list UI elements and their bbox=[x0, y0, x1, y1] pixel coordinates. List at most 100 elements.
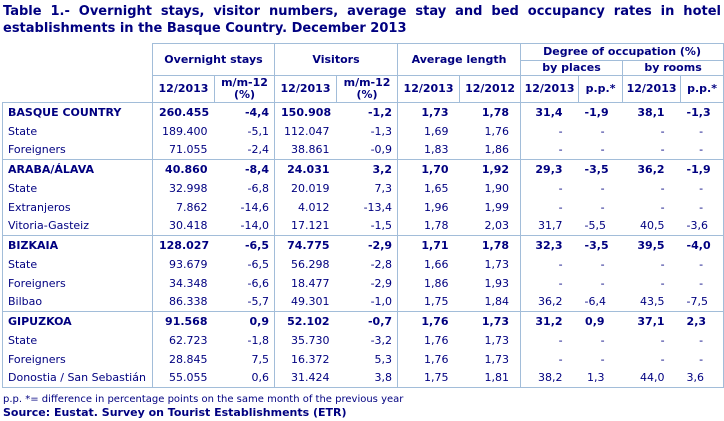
cell: 1,73 bbox=[459, 349, 522, 369]
cell: -5,7 bbox=[214, 292, 276, 312]
cell: 20.019 bbox=[291, 181, 330, 195]
cell: 30.418 bbox=[169, 219, 208, 233]
cell: 0,9 bbox=[578, 311, 623, 331]
table-row: Bilbao 86.338 -5,7 49.301 -1,0 1,75 1,84… bbox=[2, 292, 724, 312]
cell: -0,9 bbox=[336, 140, 399, 160]
cell: 3,6 bbox=[680, 368, 724, 388]
cell: 86.338 bbox=[169, 295, 208, 309]
subcol-header-overnight-period: 12/2013 bbox=[152, 75, 215, 103]
cell: 7,3 bbox=[336, 178, 399, 198]
cell: 1,70 bbox=[397, 159, 460, 179]
table-row: State 62.723 -1,8 35.730 -3,2 1,76 1,73 … bbox=[2, 330, 724, 350]
cell: 91.568 bbox=[152, 311, 215, 331]
cell: - bbox=[680, 197, 724, 217]
cell: -7,5 bbox=[680, 292, 724, 312]
cell: 32,3 bbox=[520, 235, 579, 255]
row-label: Vitoria-Gasteiz bbox=[2, 216, 153, 236]
cell: 1,81 bbox=[459, 368, 522, 388]
row-label: Foreigners bbox=[2, 140, 153, 160]
cell: 37,1 bbox=[622, 311, 681, 331]
cell: 1,73 bbox=[459, 311, 522, 331]
subcol-header-rooms-pp: p.p.* bbox=[680, 75, 724, 103]
cell: - bbox=[660, 352, 665, 366]
cell: 1,3 bbox=[578, 368, 623, 388]
cell: - bbox=[558, 200, 563, 214]
cell: - bbox=[680, 121, 724, 141]
subcol-header-visitors-period: 12/2013 bbox=[274, 75, 338, 103]
cell: - bbox=[600, 276, 605, 290]
cell: 189.400 bbox=[162, 124, 208, 138]
cell: -14,0 bbox=[214, 216, 276, 236]
cell: -5,5 bbox=[584, 219, 607, 233]
table-row: Extranjeros 7.862 -14,6 4.012 -13,4 1,96… bbox=[2, 197, 724, 217]
row-label: Foreigners bbox=[2, 273, 153, 293]
cell: 1,92 bbox=[459, 159, 522, 179]
cell: 36,2 bbox=[622, 159, 681, 179]
cell: 36,2 bbox=[538, 295, 563, 309]
col-header-by-places: by places bbox=[520, 60, 624, 76]
cell: 1,90 bbox=[459, 178, 522, 198]
cell: - bbox=[600, 200, 605, 214]
row-label: GIPUZKOA bbox=[2, 311, 153, 331]
cell: - bbox=[680, 254, 724, 274]
col-header-by-rooms: by rooms bbox=[622, 60, 724, 76]
cell: 4.012 bbox=[298, 200, 330, 214]
row-label: Bilbao bbox=[2, 292, 153, 312]
cell: -3,2 bbox=[336, 330, 399, 350]
row-label: State bbox=[2, 254, 153, 274]
cell: 29,3 bbox=[520, 159, 579, 179]
cell: 1,75 bbox=[397, 368, 460, 388]
table-row: Vitoria-Gasteiz 30.418 -14,0 17.121 -1,5… bbox=[2, 216, 724, 236]
cell: 1,75 bbox=[424, 295, 449, 309]
table-row: State 93.679 -6,5 56.298 -2,8 1,66 1,73 … bbox=[2, 254, 724, 274]
data-table: Overnight stays Visitors Average length … bbox=[2, 43, 724, 388]
subcol-header-rooms-period: 12/2013 bbox=[622, 75, 682, 103]
cell: 1,99 bbox=[459, 197, 522, 217]
cell: - bbox=[680, 330, 724, 350]
cell: - bbox=[600, 124, 605, 138]
cell: 62.723 bbox=[169, 333, 208, 347]
table-header: Overnight stays Visitors Average length … bbox=[3, 43, 724, 103]
cell: - bbox=[558, 124, 563, 138]
cell: 40,5 bbox=[640, 219, 665, 233]
cell: 1,86 bbox=[424, 276, 449, 290]
cell: 1,93 bbox=[459, 273, 522, 293]
cell: -5,1 bbox=[214, 121, 276, 141]
table-row: State 189.400 -5,1 112.047 -1,3 1,69 1,7… bbox=[2, 121, 724, 141]
table-row: ARABA/ÁLAVA 40.860 -8,4 24.031 3,2 1,70 … bbox=[2, 159, 724, 179]
cell: 7.862 bbox=[176, 200, 208, 214]
col-header-average-length: Average length bbox=[397, 43, 522, 76]
cell: 1,78 bbox=[424, 219, 449, 233]
cell: 2,3 bbox=[680, 311, 724, 331]
cell: -1,9 bbox=[578, 102, 623, 122]
cell: - bbox=[558, 143, 563, 157]
subcol-header-overnight-variation: m/m-12 (%) bbox=[213, 75, 276, 103]
row-label: State bbox=[2, 178, 153, 198]
cell: 1,86 bbox=[459, 140, 522, 160]
source-line: Source: Eustat. Survey on Tourist Establ… bbox=[3, 406, 347, 419]
cell: 31.424 bbox=[274, 368, 337, 388]
cell: 74.775 bbox=[274, 235, 337, 255]
row-label: State bbox=[2, 330, 153, 350]
cell: 1,73 bbox=[459, 330, 522, 350]
cell: 3,8 bbox=[336, 368, 399, 388]
cell: - bbox=[660, 181, 665, 195]
cell: - bbox=[600, 181, 605, 195]
cell: 1,76 bbox=[424, 352, 449, 366]
cell: 39,5 bbox=[622, 235, 681, 255]
cell: - bbox=[558, 352, 563, 366]
cell: -6,6 bbox=[214, 273, 276, 293]
row-label: Foreigners bbox=[2, 349, 153, 369]
cell: - bbox=[680, 273, 724, 293]
cell: - bbox=[558, 257, 563, 271]
cell: 56.298 bbox=[291, 257, 330, 271]
cell: 1,76 bbox=[459, 121, 522, 141]
cell: -3,5 bbox=[578, 235, 623, 255]
cell: 1,73 bbox=[459, 254, 522, 274]
cell: 3,2 bbox=[336, 159, 399, 179]
cell: -1,0 bbox=[336, 292, 399, 312]
cell: 24.031 bbox=[274, 159, 337, 179]
cell: 38.861 bbox=[291, 143, 330, 157]
cell: -1,8 bbox=[214, 330, 276, 350]
cell: - bbox=[680, 178, 724, 198]
